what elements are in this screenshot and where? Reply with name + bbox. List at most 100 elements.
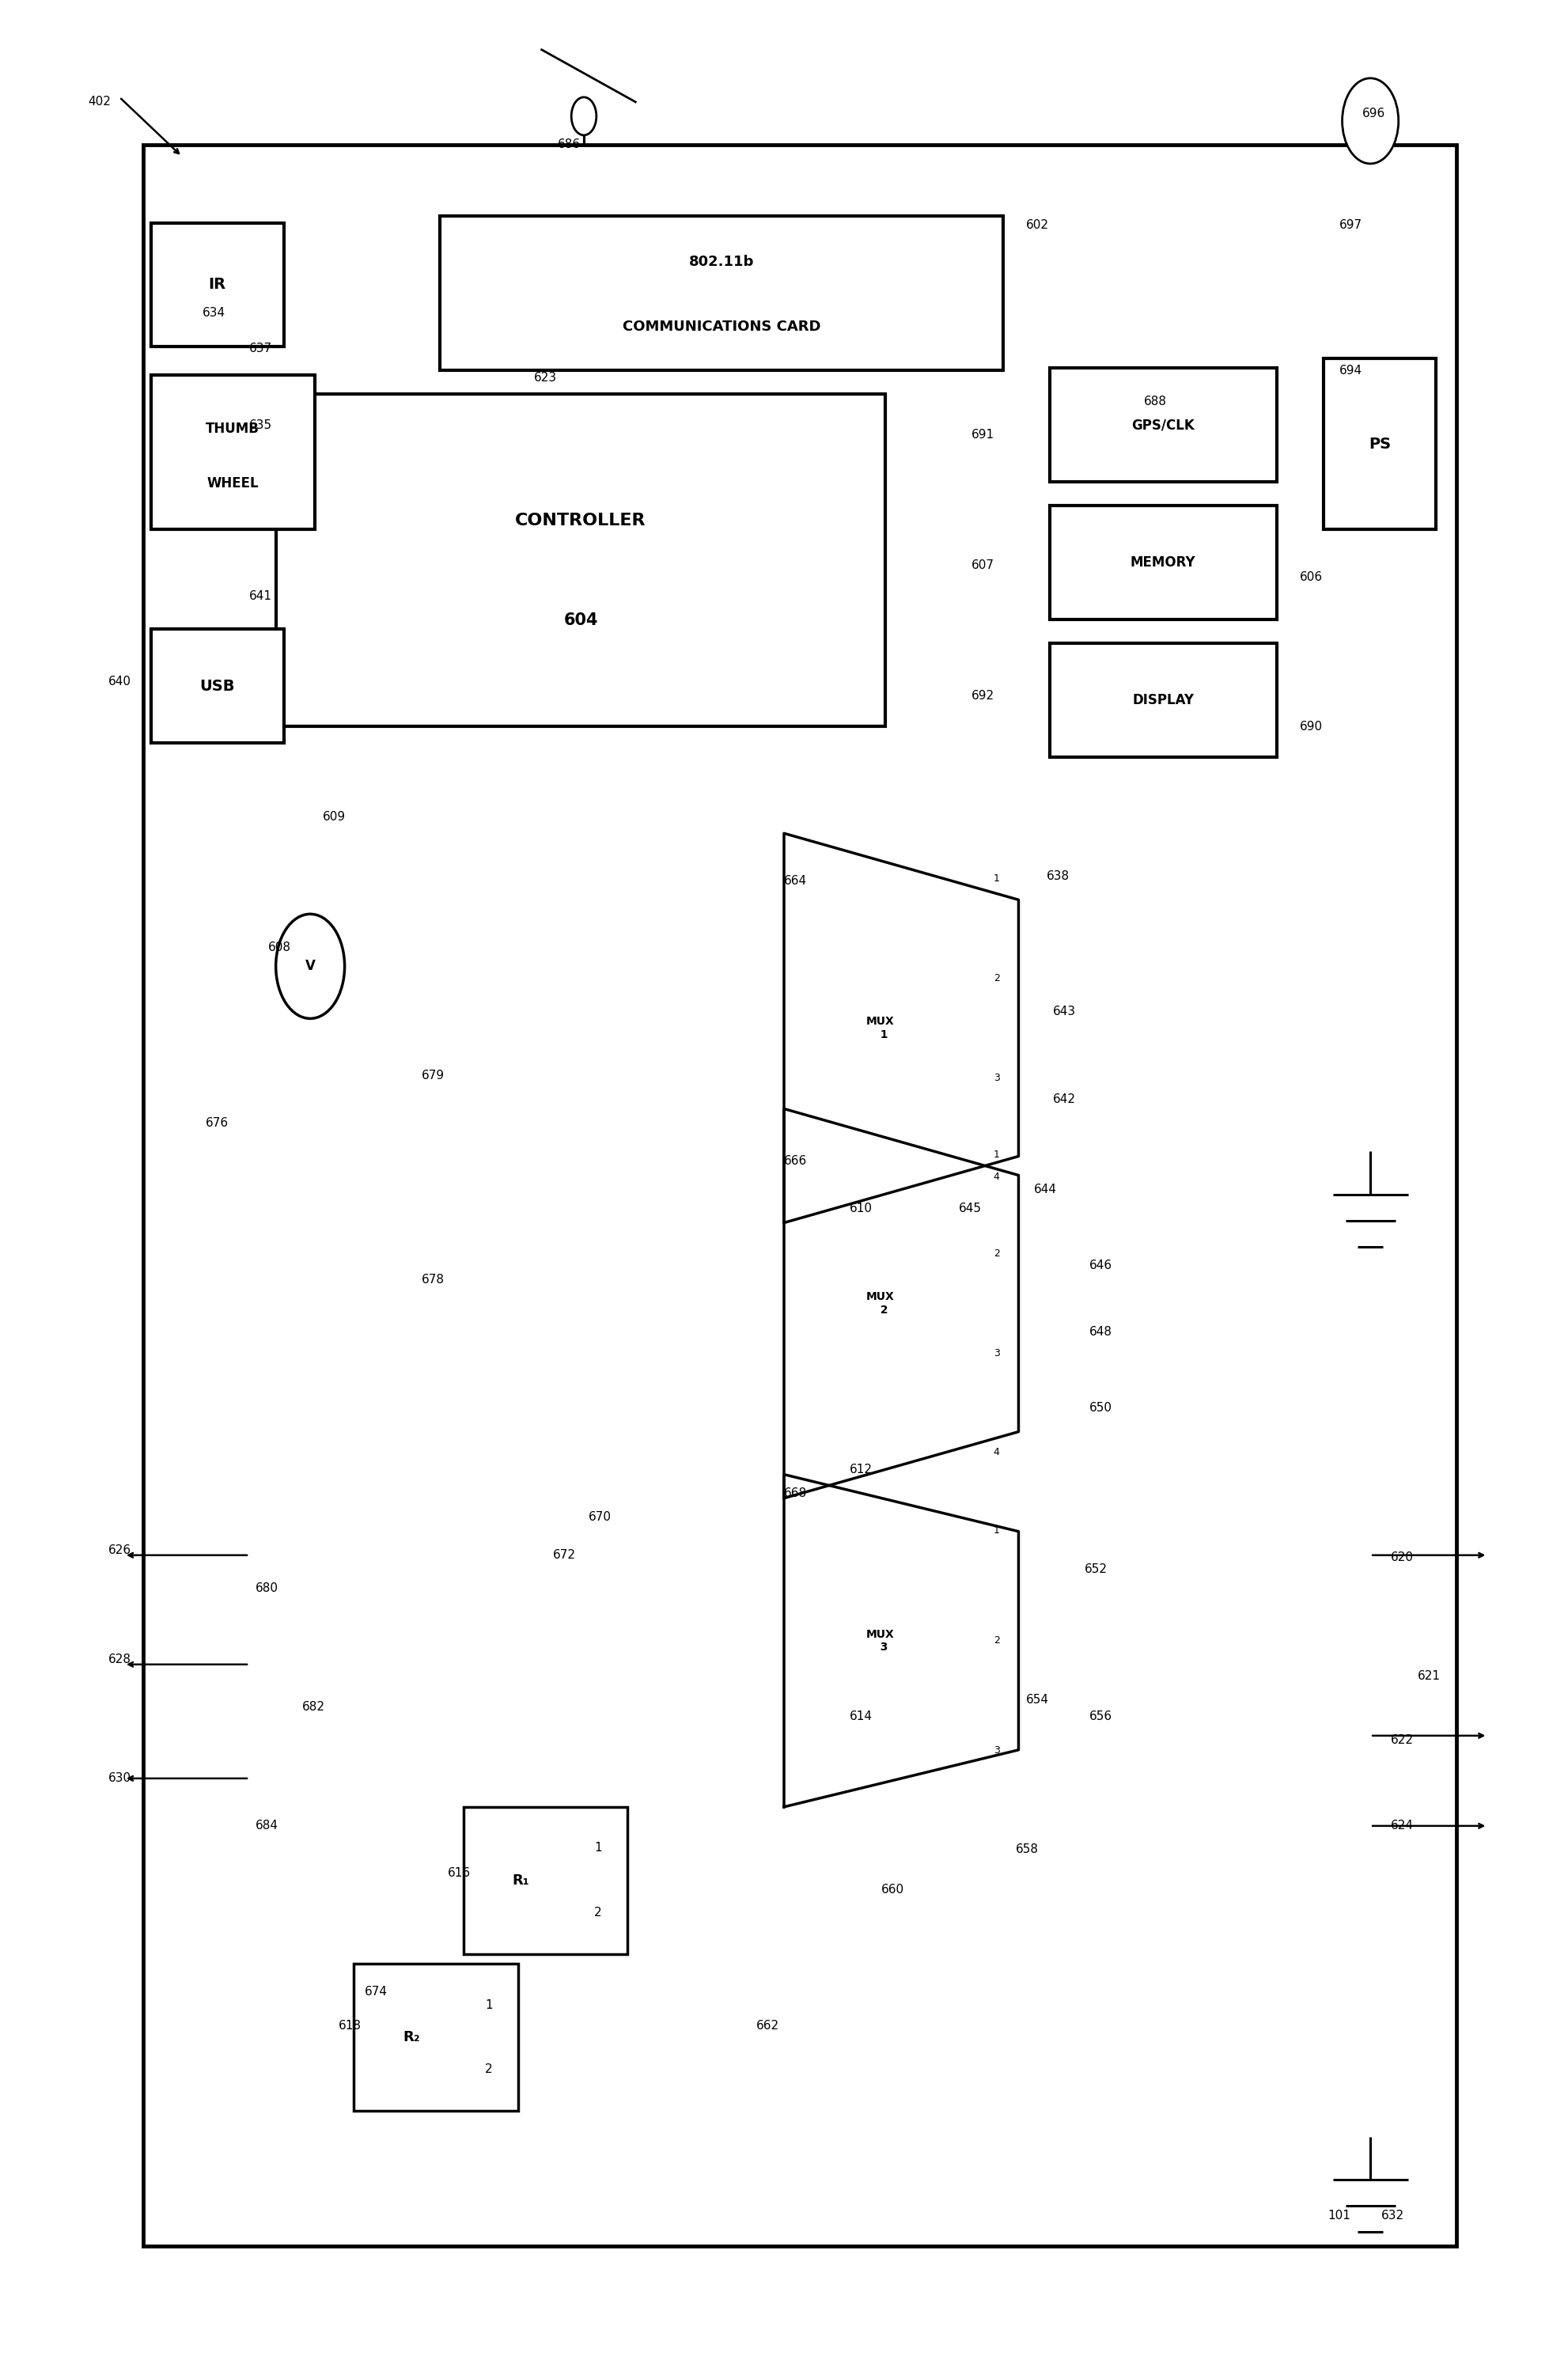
- Text: 608: 608: [268, 942, 292, 954]
- Text: 3: 3: [994, 1746, 1000, 1756]
- Text: 614: 614: [850, 1711, 873, 1722]
- Text: MEMORY: MEMORY: [1131, 554, 1196, 569]
- Bar: [1323, 359, 1436, 531]
- Text: 2: 2: [994, 1634, 1000, 1646]
- Text: 646: 646: [1088, 1258, 1112, 1270]
- Text: 626: 626: [108, 1544, 132, 1556]
- Text: 697: 697: [1339, 219, 1363, 231]
- Text: 694: 694: [1339, 364, 1363, 376]
- Text: MUX
  2: MUX 2: [866, 1292, 894, 1316]
- Text: 609: 609: [323, 811, 347, 823]
- Text: 648: 648: [1088, 1325, 1112, 1337]
- Text: 618: 618: [339, 2020, 361, 2032]
- Text: 4: 4: [994, 1446, 1000, 1458]
- Text: 640: 640: [108, 676, 132, 688]
- Text: 692: 692: [972, 690, 994, 702]
- Text: 690: 690: [1300, 721, 1323, 733]
- Text: WHEEL: WHEEL: [207, 476, 259, 490]
- Bar: [1051, 642, 1276, 757]
- Text: 641: 641: [249, 590, 273, 602]
- Bar: [151, 224, 284, 347]
- Text: 1: 1: [994, 1525, 1000, 1537]
- Text: 642: 642: [1054, 1094, 1076, 1106]
- Bar: [1051, 369, 1276, 483]
- Text: 666: 666: [784, 1156, 808, 1168]
- Text: 604: 604: [563, 611, 597, 628]
- Text: 672: 672: [552, 1549, 575, 1561]
- Bar: [151, 376, 315, 531]
- Bar: [276, 395, 886, 726]
- Text: 654: 654: [1027, 1694, 1049, 1706]
- Text: 688: 688: [1143, 395, 1167, 407]
- Text: 2: 2: [594, 1908, 602, 1920]
- Text: 612: 612: [850, 1463, 873, 1475]
- Text: 660: 660: [881, 1884, 905, 1896]
- Text: 1: 1: [994, 1149, 1000, 1159]
- Text: 656: 656: [1088, 1711, 1112, 1722]
- Text: GPS/CLK: GPS/CLK: [1132, 419, 1195, 433]
- Bar: [151, 628, 284, 742]
- Text: 3: 3: [994, 1073, 1000, 1082]
- Text: 676: 676: [205, 1118, 229, 1130]
- Text: 2: 2: [994, 1249, 1000, 1258]
- Text: 668: 668: [784, 1487, 808, 1499]
- Bar: [143, 145, 1457, 2246]
- Text: 624: 624: [1391, 1820, 1414, 1832]
- Text: 645: 645: [960, 1201, 982, 1213]
- Polygon shape: [784, 1475, 1019, 1808]
- Text: 3: 3: [994, 1349, 1000, 1358]
- Text: 664: 664: [784, 875, 808, 887]
- Circle shape: [276, 914, 345, 1018]
- Bar: [464, 1808, 627, 1953]
- Text: MUX
  3: MUX 3: [866, 1630, 894, 1653]
- Text: 643: 643: [1054, 1006, 1076, 1018]
- Text: 4: 4: [994, 1173, 1000, 1182]
- Text: 621: 621: [1417, 1670, 1439, 1682]
- Text: R₂: R₂: [403, 2029, 420, 2044]
- Text: 630: 630: [108, 1772, 132, 1784]
- Text: 623: 623: [533, 371, 557, 383]
- Text: 607: 607: [972, 559, 994, 571]
- Text: 602: 602: [1027, 219, 1049, 231]
- Bar: [354, 1963, 517, 2110]
- Text: 802.11b: 802.11b: [688, 255, 754, 269]
- Circle shape: [571, 98, 596, 136]
- Text: 616: 616: [448, 1868, 470, 1879]
- Text: 606: 606: [1300, 571, 1323, 583]
- Text: 620: 620: [1391, 1551, 1414, 1563]
- Text: MUX
  1: MUX 1: [866, 1016, 894, 1040]
- Text: 632: 632: [1381, 2210, 1405, 2222]
- Text: 674: 674: [365, 1986, 387, 1998]
- Text: 634: 634: [202, 307, 226, 319]
- Text: 670: 670: [588, 1511, 612, 1523]
- Circle shape: [1342, 79, 1399, 164]
- Polygon shape: [784, 833, 1019, 1223]
- Text: 652: 652: [1083, 1563, 1107, 1575]
- Text: R₁: R₁: [513, 1872, 530, 1887]
- Text: PS: PS: [1369, 435, 1391, 452]
- Text: 662: 662: [756, 2020, 779, 2032]
- Bar: [441, 216, 1004, 371]
- Text: DISPLAY: DISPLAY: [1132, 692, 1193, 707]
- Text: 686: 686: [557, 138, 580, 150]
- Text: 635: 635: [249, 419, 273, 431]
- Polygon shape: [784, 1109, 1019, 1499]
- Text: COMMUNICATIONS CARD: COMMUNICATIONS CARD: [622, 319, 820, 333]
- Text: 1: 1: [485, 1998, 492, 2010]
- Text: 2: 2: [485, 2063, 492, 2074]
- Text: 678: 678: [422, 1273, 444, 1285]
- Text: 644: 644: [1035, 1185, 1057, 1194]
- Text: 2: 2: [994, 973, 1000, 983]
- Text: 691: 691: [972, 428, 994, 440]
- Text: V: V: [306, 959, 315, 973]
- Text: 1: 1: [594, 1841, 602, 1853]
- Text: 637: 637: [249, 343, 273, 354]
- Text: 650: 650: [1088, 1401, 1112, 1413]
- Text: 684: 684: [256, 1820, 279, 1832]
- Text: 679: 679: [422, 1071, 444, 1082]
- Text: 610: 610: [850, 1201, 873, 1213]
- Text: 680: 680: [256, 1582, 279, 1594]
- Text: 402: 402: [88, 95, 111, 107]
- Text: USB: USB: [199, 678, 235, 695]
- Text: 101: 101: [1328, 2210, 1352, 2222]
